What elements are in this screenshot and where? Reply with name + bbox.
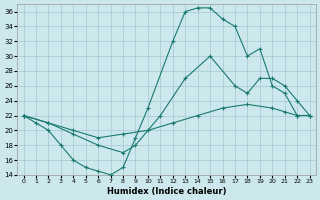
- X-axis label: Humidex (Indice chaleur): Humidex (Indice chaleur): [107, 187, 226, 196]
